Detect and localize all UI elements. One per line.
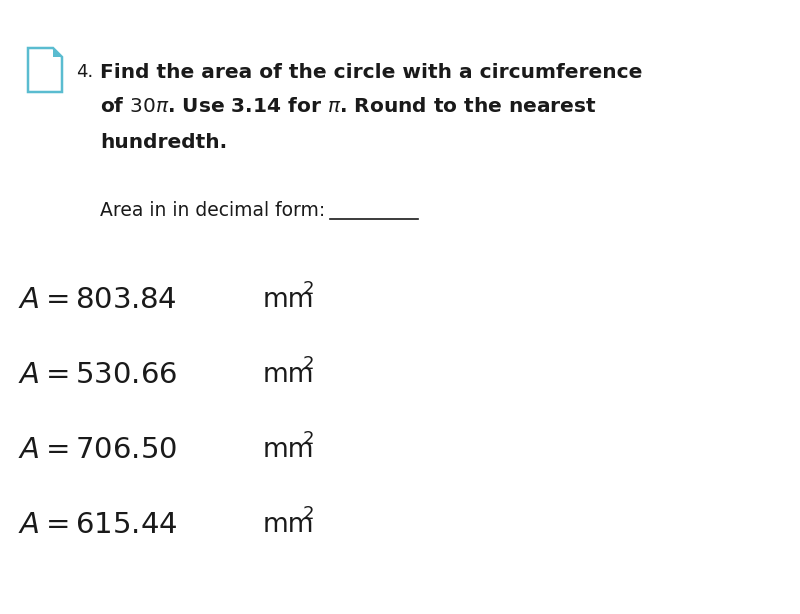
Text: mm: mm	[263, 512, 314, 538]
Text: Find the area of the circle with a circumference: Find the area of the circle with a circu…	[100, 63, 642, 82]
Text: mm: mm	[263, 362, 314, 388]
Polygon shape	[53, 48, 62, 57]
Text: of $30\pi$. Use 3.14 for $\pi$. Round to the nearest: of $30\pi$. Use 3.14 for $\pi$. Round to…	[100, 98, 597, 117]
Text: $A = $803.84: $A = $803.84	[18, 286, 177, 314]
Polygon shape	[28, 48, 62, 92]
Text: 4.: 4.	[76, 63, 94, 81]
Text: 2: 2	[303, 280, 314, 298]
Text: hundredth.: hundredth.	[100, 133, 227, 152]
Text: mm: mm	[263, 287, 314, 313]
Text: Area in in decimal form:: Area in in decimal form:	[100, 201, 331, 219]
Text: 2: 2	[303, 505, 314, 523]
Text: $A = $706.50: $A = $706.50	[18, 436, 177, 464]
Text: 2: 2	[303, 430, 314, 448]
Text: 2: 2	[303, 355, 314, 373]
Text: $A = $530.66: $A = $530.66	[18, 361, 178, 389]
Text: $A = $615.44: $A = $615.44	[18, 511, 178, 539]
Text: mm: mm	[263, 437, 314, 463]
